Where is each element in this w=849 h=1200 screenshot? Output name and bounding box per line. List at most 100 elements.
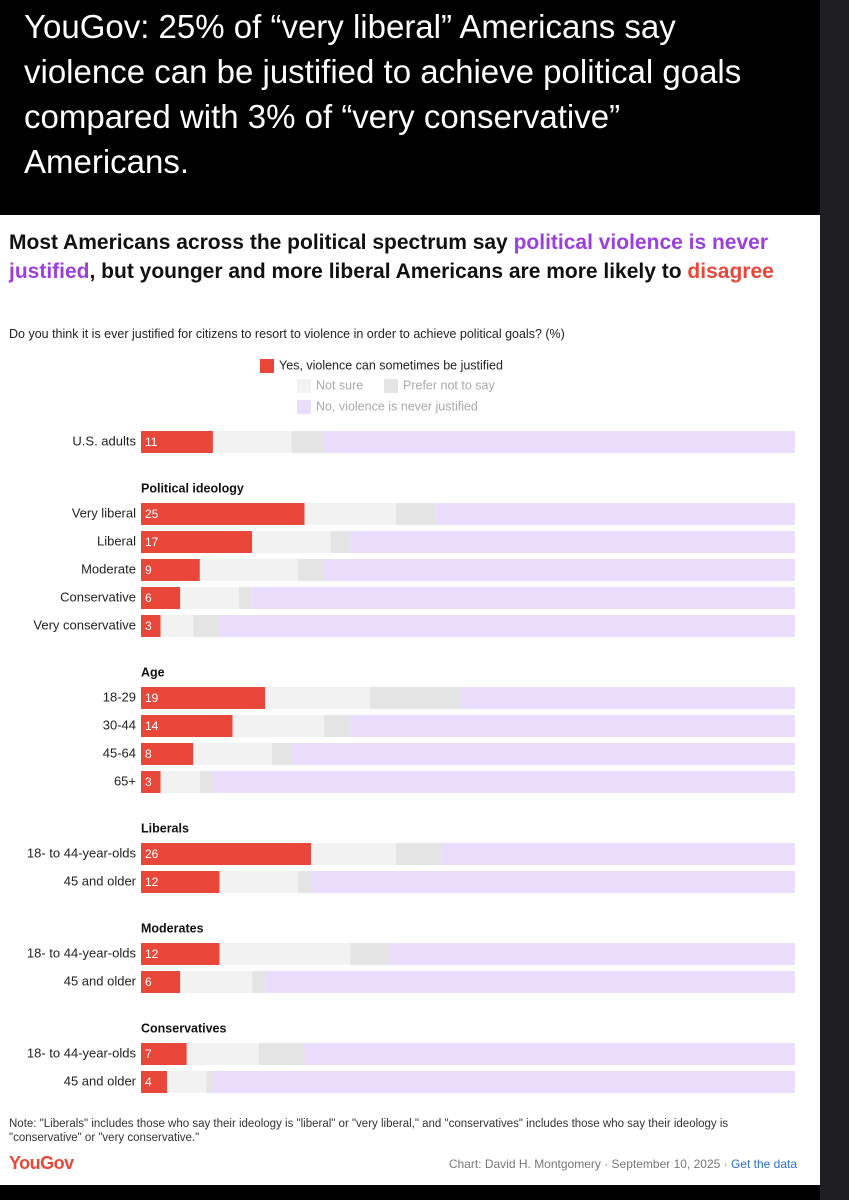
value-label: 25: [145, 507, 159, 521]
bar-segment: [141, 1043, 187, 1065]
bar-segment: [297, 559, 325, 581]
group-title: Liberals: [141, 821, 189, 835]
bar-segment: [193, 743, 272, 765]
bar-segment: [180, 971, 253, 993]
bar-segment: [369, 687, 462, 709]
legend-swatch: [260, 359, 274, 373]
legend-label: Prefer not to say: [403, 378, 495, 392]
bar-segment: [330, 531, 351, 553]
category-label: Liberal: [97, 533, 136, 548]
value-label: 7: [145, 1047, 152, 1061]
legend-label: No, violence is never justified: [316, 399, 478, 413]
logo: YouGov: [9, 1153, 74, 1173]
bar-segment: [141, 531, 253, 553]
value-label: 12: [145, 875, 159, 889]
bar-segment: [193, 615, 220, 637]
bar-segment: [141, 587, 181, 609]
category-label: Very conservative: [33, 617, 136, 632]
bar-segment: [199, 559, 298, 581]
bar-segment: [258, 1043, 305, 1065]
bar-segment: [212, 431, 292, 453]
bar-segment: [304, 503, 397, 525]
bar-segment: [232, 715, 325, 737]
category-label: 18-29: [103, 689, 136, 704]
bar-segment: [141, 715, 233, 737]
bar-segment: [141, 687, 266, 709]
legend-label: Not sure: [316, 378, 363, 392]
value-label: 11: [145, 435, 158, 449]
bar-segment: [186, 1043, 259, 1065]
category-label: 30-44: [103, 717, 136, 732]
bar-segment: [324, 715, 351, 737]
note: Note: "Liberals" includes those who say …: [9, 1118, 729, 1144]
bar-segment: [219, 943, 351, 965]
value-label: 9: [145, 563, 152, 577]
get-data-link[interactable]: Get the data: [730, 1157, 797, 1171]
category-label: Conservative: [60, 589, 136, 604]
value-label: 6: [145, 975, 152, 989]
bar-segment: [141, 771, 161, 793]
bar-segment: [252, 587, 795, 609]
caption: YouGov: 25% of “very liberal” Americans …: [24, 8, 742, 180]
legend-swatch: [297, 379, 311, 393]
value-label: 8: [145, 747, 152, 761]
category-label: U.S. adults: [72, 433, 136, 448]
side-strip: [820, 0, 849, 1200]
bar-segment: [212, 1071, 795, 1093]
bar-segment: [435, 503, 795, 525]
value-label: 14: [145, 719, 159, 733]
bar-segment: [311, 871, 795, 893]
bar-segment: [350, 715, 795, 737]
title-part: Most Americans across the political spec…: [9, 231, 514, 254]
bar-segment: [350, 531, 795, 553]
bar-segment: [304, 1043, 795, 1065]
category-label: 45-64: [103, 745, 136, 760]
value-label: 3: [145, 775, 152, 789]
bar-segment: [291, 743, 795, 765]
category-label: 18- to 44-year-olds: [27, 845, 137, 860]
value-label: 19: [145, 691, 159, 705]
bar-segment: [141, 871, 220, 893]
caption-band: [0, 0, 820, 215]
bar-segment: [396, 843, 442, 865]
bar-segment: [389, 943, 795, 965]
value-label: 17: [145, 535, 159, 549]
bar-segment: [252, 531, 331, 553]
bar-segment: [324, 431, 795, 453]
value-label: 6: [145, 591, 152, 605]
bar-segment: [461, 687, 795, 709]
legend-swatch: [297, 400, 311, 414]
bar-segment: [141, 1071, 168, 1093]
category-label: 45 and older: [64, 1073, 137, 1088]
value-label: 26: [145, 847, 159, 861]
category-label: Very liberal: [72, 505, 136, 520]
source-text: Chart: David H. Montgomery · September 1…: [448, 1157, 731, 1171]
legend-label: Yes, violence can sometimes be justified: [279, 358, 503, 372]
bar-segment: [141, 559, 200, 581]
group-title: Conservatives: [141, 1021, 227, 1035]
bar-segment: [311, 843, 397, 865]
category-label: 45 and older: [64, 973, 137, 988]
title-part: political violence is never justified: [9, 231, 769, 283]
group-title: Political ideology: [141, 481, 244, 495]
bar-segment: [265, 971, 795, 993]
source: Chart: David H. Montgomery · September 1…: [449, 1157, 797, 1171]
legend-swatch: [384, 379, 398, 393]
bar-segment: [199, 771, 213, 793]
bar-segment: [324, 559, 795, 581]
bar-segment: [219, 871, 298, 893]
chart-title: Most Americans across the political spec…: [9, 228, 799, 286]
category-label: 18- to 44-year-olds: [27, 1045, 137, 1060]
bar-segment: [141, 503, 305, 525]
value-label: 12: [145, 947, 159, 961]
bar-segment: [265, 687, 370, 709]
bar-segment: [350, 943, 390, 965]
group-title: Age: [141, 665, 165, 679]
bar-segment: [441, 843, 795, 865]
bar-segment: [219, 615, 796, 637]
bar-segment: [291, 431, 325, 453]
bar-segment: [160, 771, 200, 793]
bar-segment: [239, 587, 253, 609]
bar-segment: [206, 1071, 213, 1093]
